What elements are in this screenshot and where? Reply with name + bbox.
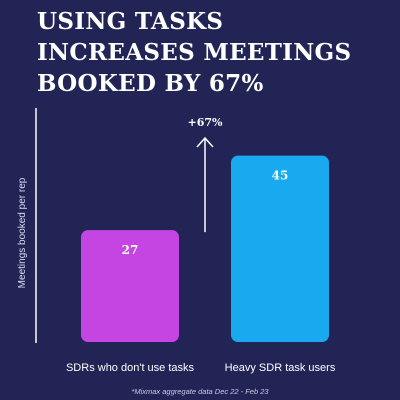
- title-line-2: INCREASES MEETINGS: [37, 39, 352, 66]
- y-axis-label: Meetings booked per rep: [17, 177, 28, 288]
- title-line-3: BOOKED BY 67%: [37, 70, 264, 97]
- chart-title: USING TASKS INCREASES MEETINGS BOOKED BY…: [37, 6, 397, 99]
- bar-1-value-label: 27: [122, 243, 139, 257]
- category-label-2: Heavy SDR task users: [225, 362, 336, 374]
- footnote: *Mixmax aggregate data Dec 22 - Feb 23: [131, 387, 269, 396]
- growth-annotation: +67%: [188, 116, 224, 233]
- bar-2-value-label: 45: [272, 169, 289, 183]
- arrow-up-icon: [196, 136, 214, 148]
- bar-2: [231, 155, 329, 342]
- bar-1: [81, 230, 179, 342]
- category-label-1: SDRs who don't use tasks: [66, 362, 195, 374]
- title-line-1: USING TASKS: [37, 8, 224, 35]
- growth-label: +67%: [188, 116, 224, 129]
